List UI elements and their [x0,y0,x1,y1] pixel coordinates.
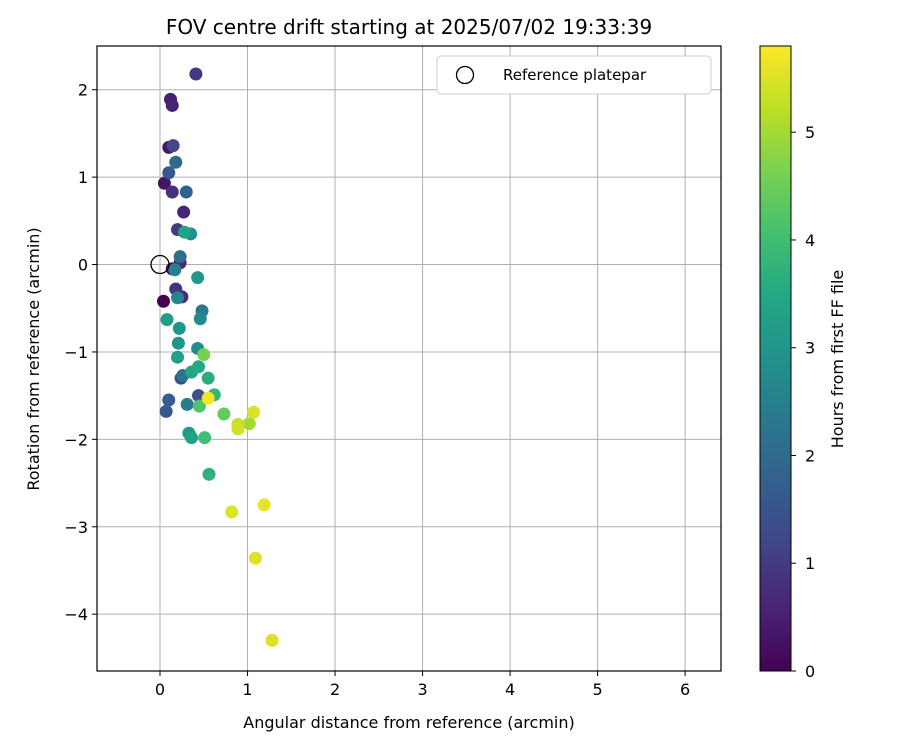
colorbar-tick-label: 0 [805,662,815,681]
data-point [171,336,185,350]
data-point [171,291,185,305]
data-points [157,67,279,647]
data-point [180,397,194,411]
colorbar-tick-label: 4 [805,231,815,250]
plot-frame [96,45,722,672]
data-point [157,294,171,308]
data-point [242,417,256,431]
data-point [165,98,179,112]
data-point [265,633,279,647]
x-axis-label: Angular distance from reference (arcmin) [243,713,574,732]
y-axis-ticks: 2 1 0 −1 −2 −3 −4 [64,81,97,624]
data-point [166,139,180,153]
data-point [185,431,199,445]
data-point [192,399,206,413]
x-axis-ticks: 0 1 2 3 4 5 6 [155,671,690,699]
data-point [162,393,176,407]
x-tick-label: 6 [680,680,690,699]
data-point [247,405,261,419]
y-tick-label: −4 [64,605,88,624]
y-tick-label: 1 [78,168,88,187]
x-tick-label: 3 [417,680,427,699]
legend-entry-reference: Reference platepar [503,66,647,84]
data-point [202,467,216,481]
data-point [225,505,239,519]
data-point [173,250,187,264]
plot-area: 0 1 2 3 4 5 6 2 1 0 −1 −2 −3 −4 [64,45,722,699]
data-point [169,155,183,169]
data-point [162,166,176,180]
reference-marker [150,254,170,275]
data-point [172,321,186,335]
legend: Reference platepar [436,55,712,95]
data-point [217,407,231,421]
colorbar: 0 1 2 3 4 5 Hours from first FF file [759,45,847,681]
x-tick-label: 0 [155,680,165,699]
data-point [160,313,174,327]
legend-reference-marker [455,65,475,85]
data-point [189,67,203,81]
data-point [159,404,173,418]
x-tick-label: 1 [242,680,252,699]
chart-title: FOV centre drift starting at 2025/07/02 … [166,15,652,39]
data-point [257,498,271,512]
data-point [193,312,207,326]
colorbar-tick-label: 5 [805,123,815,142]
colorbar-ticks: 0 1 2 3 4 5 [791,123,815,681]
colorbar-gradient [759,45,792,672]
grid [97,46,721,671]
data-point [201,371,215,385]
y-tick-label: −1 [64,343,88,362]
data-point [248,551,262,565]
data-point [197,348,211,362]
x-tick-label: 4 [505,680,515,699]
data-point [177,205,191,219]
data-point [178,225,192,239]
y-tick-label: 2 [78,81,88,100]
data-point [168,263,182,277]
data-point [191,271,205,285]
data-point [192,360,206,374]
data-point [165,185,179,199]
data-point [231,422,245,436]
x-tick-label: 5 [593,680,603,699]
colorbar-label: Hours from first FF file [828,270,847,449]
y-tick-label: −2 [64,430,88,449]
legend-box [436,55,712,95]
data-point [179,185,193,199]
reference-platepar-marker [150,254,170,275]
y-tick-label: 0 [78,256,88,275]
colorbar-tick-label: 2 [805,446,815,465]
x-tick-label: 2 [330,680,340,699]
colorbar-tick-label: 1 [805,554,815,573]
y-tick-label: −3 [64,518,88,537]
data-point [157,176,171,190]
data-point [171,350,185,364]
colorbar-tick-label: 3 [805,339,815,358]
data-point [201,391,215,405]
data-point [198,431,212,445]
y-axis-label: Rotation from reference (arcmin) [24,227,43,490]
